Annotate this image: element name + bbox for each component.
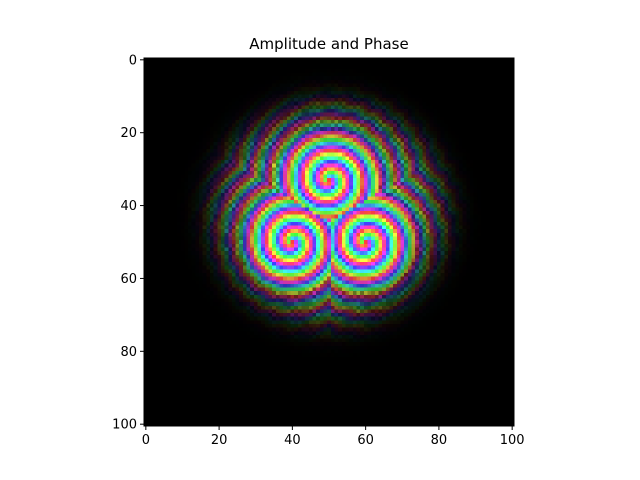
y-tick-label: 100: [112, 418, 137, 433]
x-tick-label: 20: [211, 433, 228, 448]
chart-title: Amplitude and Phase: [249, 35, 408, 53]
y-tick-label: 20: [120, 126, 137, 141]
x-tick-label: 80: [431, 433, 448, 448]
y-axis-ticks: 0 20 40 60 80 100: [112, 53, 144, 433]
plot-frame: [143, 57, 515, 427]
y-tick-label: 0: [129, 53, 137, 68]
y-tick-label: 40: [120, 199, 137, 214]
y-tick-label: 60: [120, 272, 137, 287]
amplitude-phase-image: [144, 58, 514, 426]
y-tick-label: 80: [120, 345, 137, 360]
x-axis-ticks: 0 20 40 60 80 100: [142, 426, 525, 448]
x-tick-label: 100: [500, 433, 525, 448]
x-tick-label: 40: [284, 433, 301, 448]
x-tick-label: 60: [357, 433, 374, 448]
x-tick-label: 0: [142, 433, 150, 448]
